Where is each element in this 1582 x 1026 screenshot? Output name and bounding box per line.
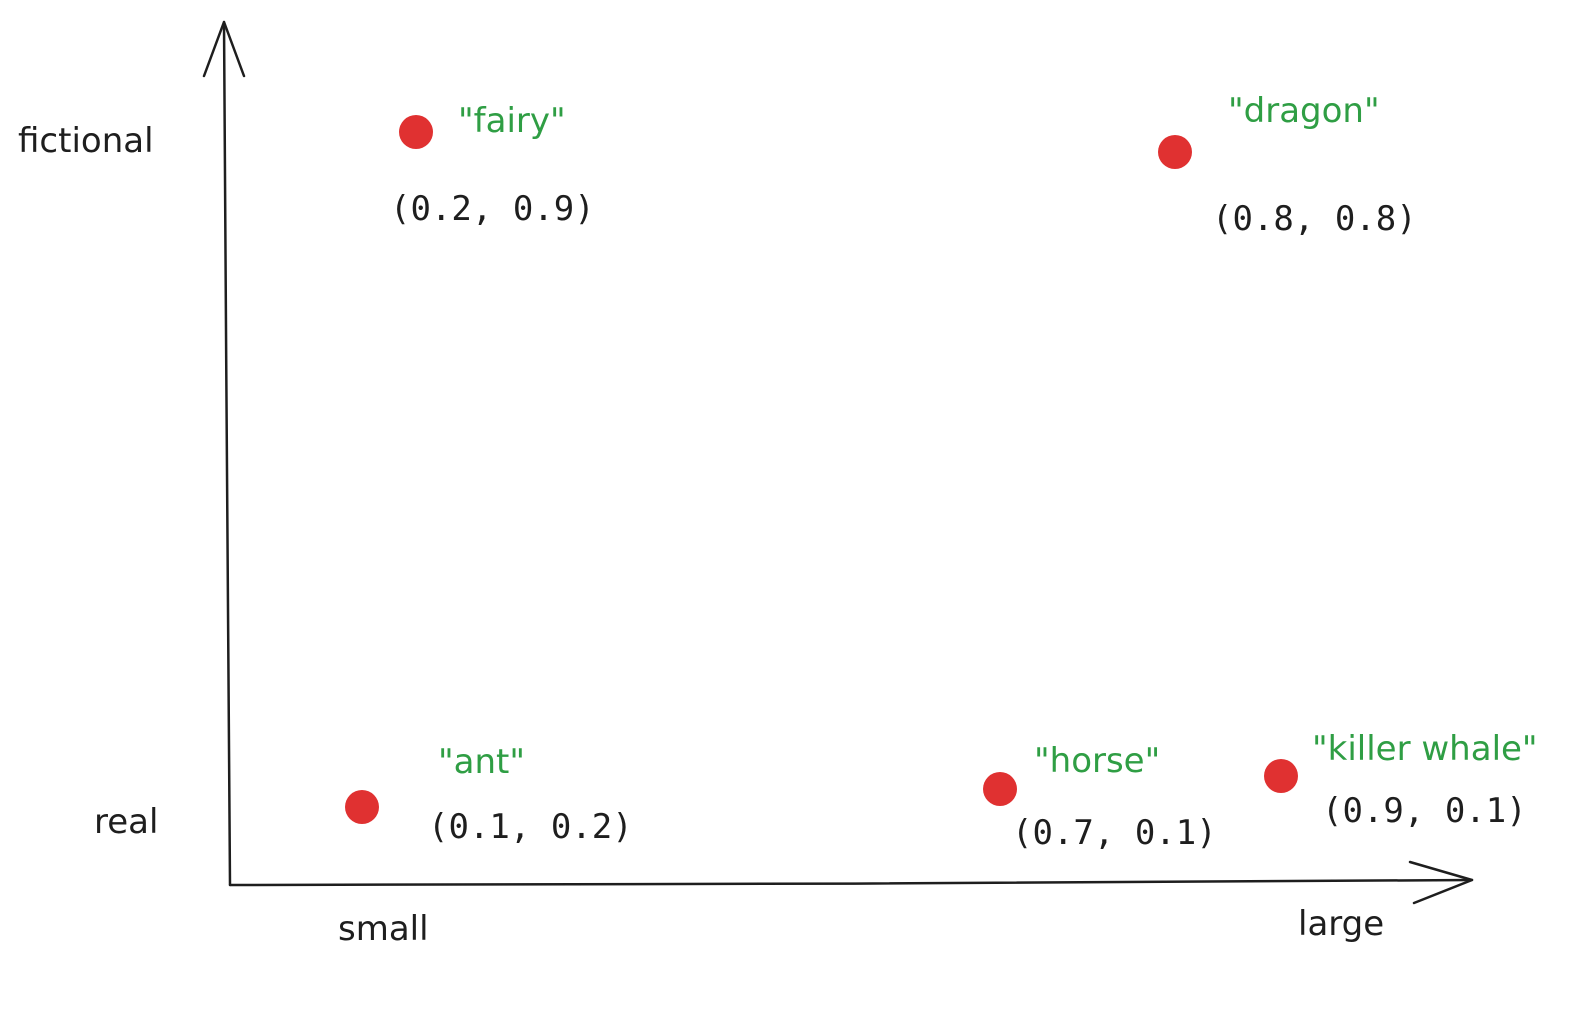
point-coord-killer-whale: (0.9, 0.1): [1322, 791, 1527, 831]
x-axis-line: [228, 878, 1474, 887]
point-coord-ant: (0.1, 0.2): [428, 807, 633, 847]
x-axis-arrowhead: [1408, 860, 1474, 905]
point-word-horse: "horse": [1034, 741, 1160, 781]
point-coord-horse: (0.7, 0.1): [1012, 813, 1217, 853]
point-dot-dragon: [1158, 135, 1192, 169]
point-word-killer-whale: "killer whale": [1312, 729, 1538, 769]
points-layer: "fairy" (0.2, 0.9) "dragon" (0.8, 0.8) "ant"…: [345, 91, 1538, 853]
x-axis-left-label: small: [338, 909, 429, 949]
y-axis-line: [222, 20, 232, 887]
point-coord-dragon: (0.8, 0.8): [1212, 199, 1417, 239]
point-word-dragon: "dragon": [1228, 91, 1380, 131]
point-ant: "ant" (0.1, 0.2): [345, 742, 633, 847]
x-axis-right-label: large: [1298, 904, 1384, 944]
point-dot-fairy: [399, 115, 433, 149]
point-fairy: "fairy" (0.2, 0.9): [390, 101, 595, 229]
y-axis-arrowhead: [202, 20, 246, 78]
point-word-ant: "ant": [438, 742, 525, 782]
point-word-fairy: "fairy": [458, 101, 566, 141]
point-dot-horse: [983, 772, 1017, 806]
y-axis-top-label: fictional: [18, 121, 154, 161]
point-dot-killer-whale: [1264, 759, 1298, 793]
y-axis-bottom-label: real: [94, 802, 158, 842]
point-horse: "horse" (0.7, 0.1): [983, 741, 1217, 853]
point-killer-whale: "killer whale" (0.9, 0.1): [1264, 729, 1538, 831]
point-dot-ant: [345, 790, 379, 824]
point-coord-fairy: (0.2, 0.9): [390, 189, 595, 229]
point-dragon: "dragon" (0.8, 0.8): [1158, 91, 1417, 239]
